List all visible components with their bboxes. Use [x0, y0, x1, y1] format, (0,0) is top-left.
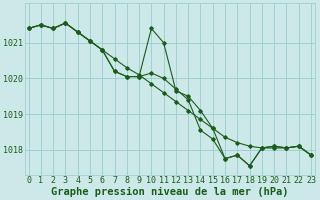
X-axis label: Graphe pression niveau de la mer (hPa): Graphe pression niveau de la mer (hPa) [51, 186, 289, 197]
